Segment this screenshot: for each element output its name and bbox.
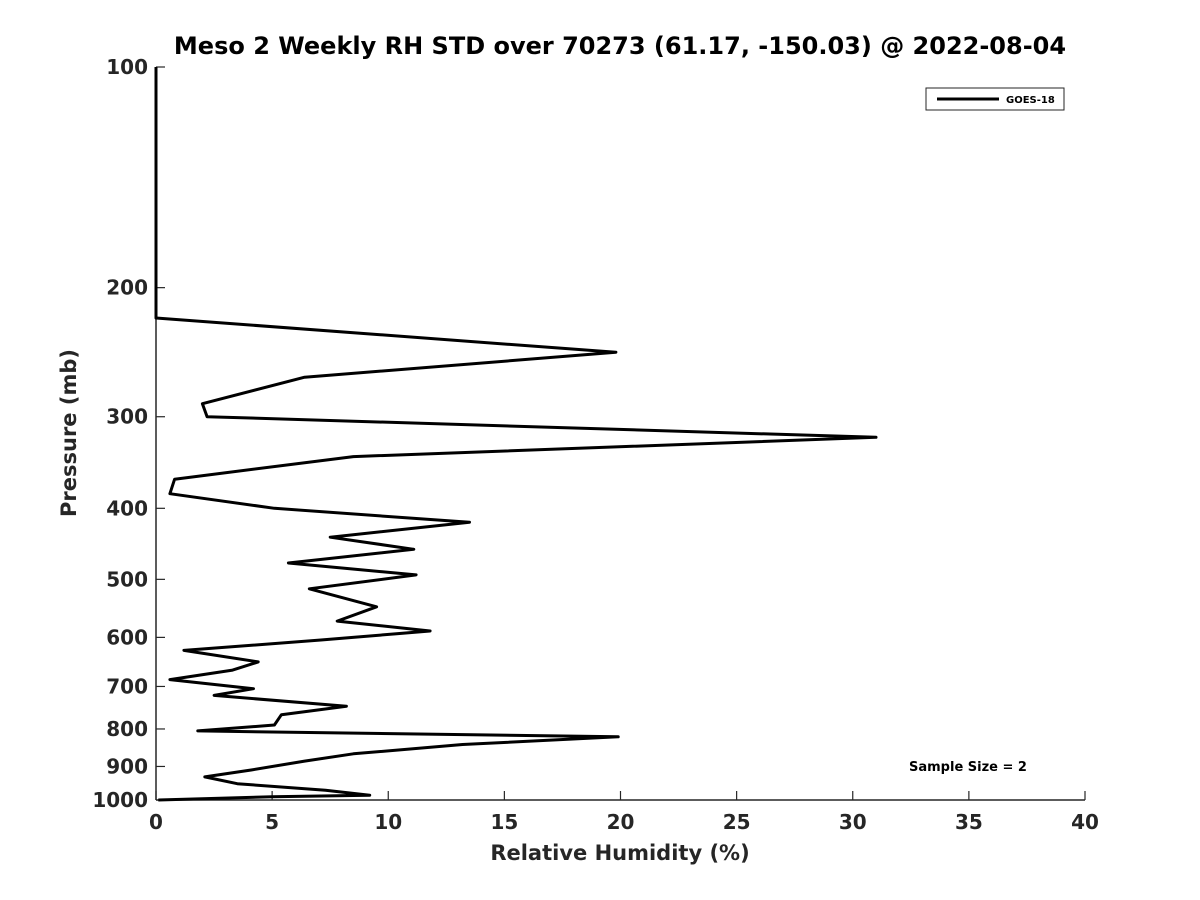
x-tick-label: 0	[149, 810, 163, 834]
x-tick-label: 35	[955, 810, 983, 834]
chart-title: Meso 2 Weekly RH STD over 70273 (61.17, …	[174, 32, 1066, 60]
y-axis: 100 200 300 400 500 600 700 800 900 1000	[92, 55, 165, 812]
y-tick-label: 600	[106, 625, 148, 649]
y-tick-label: 900	[106, 754, 148, 778]
y-axis-label: Pressure (mb)	[57, 349, 81, 517]
y-tick-label: 800	[106, 717, 148, 741]
plot-area	[154, 67, 878, 802]
series-line-goes-18	[154, 67, 878, 802]
y-tick-label: 400	[106, 496, 148, 520]
legend: GOES-18	[925, 87, 1065, 111]
x-tick-label: 5	[265, 810, 279, 834]
y-tick-label: 500	[106, 567, 148, 591]
y-tick-label: 1000	[92, 788, 148, 812]
y-tick-label: 300	[106, 405, 148, 429]
x-tick-label: 25	[723, 810, 751, 834]
x-axis: 0 5 10 15 20 25 30 35 40	[149, 791, 1099, 834]
y-tick-label: 700	[106, 674, 148, 698]
y-tick-label: 100	[106, 55, 148, 79]
y-tick-label: 200	[106, 276, 148, 300]
x-tick-label: 30	[839, 810, 867, 834]
x-tick-label: 15	[490, 810, 518, 834]
x-tick-label: 10	[374, 810, 402, 834]
x-tick-label: 40	[1071, 810, 1099, 834]
legend-entry-goes-18: GOES-18	[1006, 95, 1055, 106]
x-axis-label: Relative Humidity (%)	[490, 841, 749, 865]
sample-size-annotation: Sample Size = 2	[909, 760, 1027, 775]
x-tick-label: 20	[607, 810, 635, 834]
